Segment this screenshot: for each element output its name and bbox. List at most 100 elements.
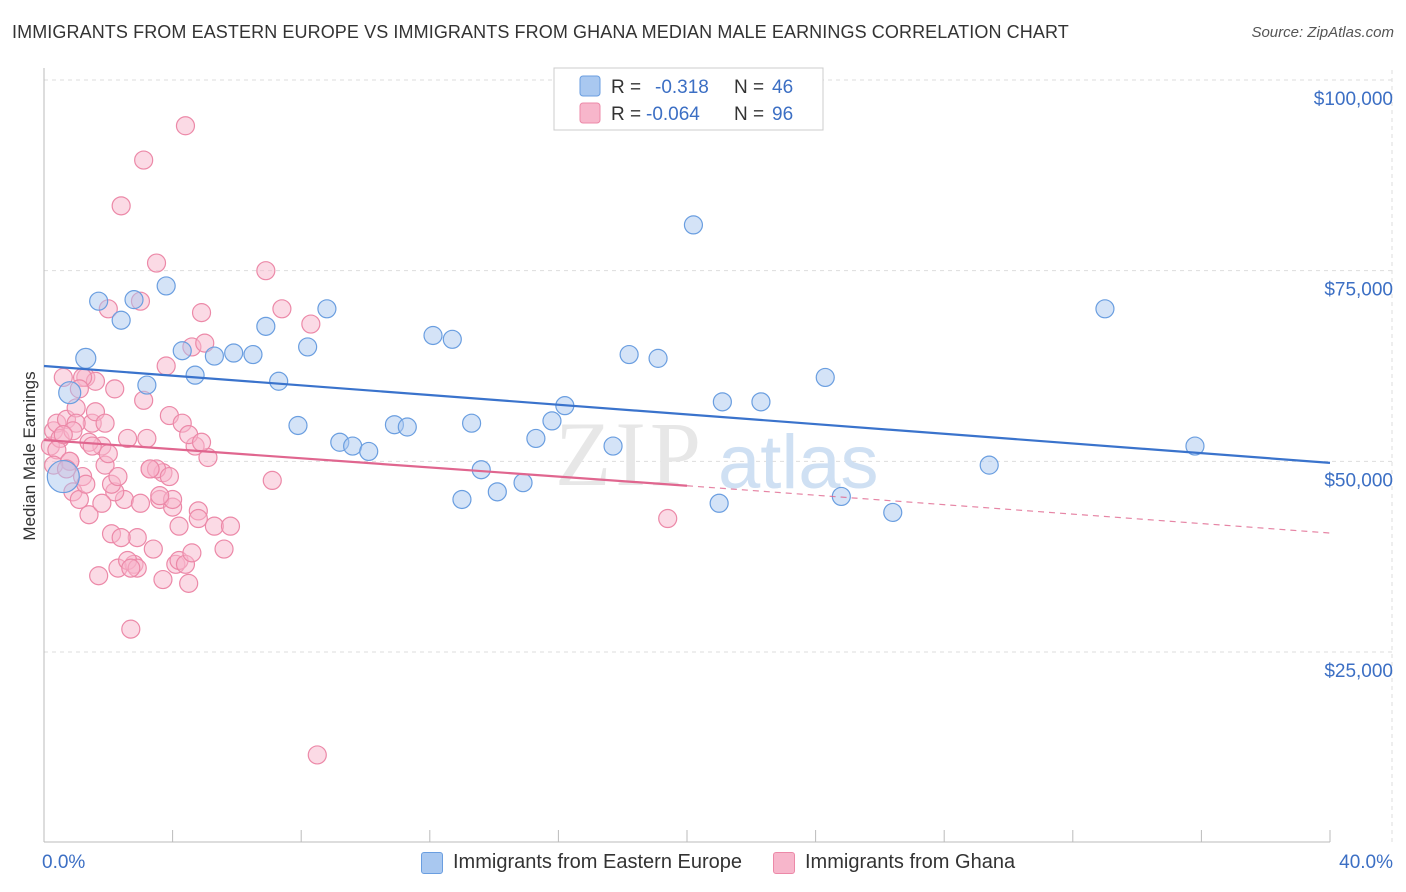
ghana-point bbox=[98, 444, 118, 464]
legend-r-label: R = bbox=[611, 104, 641, 125]
bottom-legend-item-eastern-europe: Immigrants from Eastern Europe bbox=[421, 851, 742, 874]
ghana-point bbox=[307, 745, 327, 765]
ghana-point bbox=[108, 466, 128, 487]
eastern-europe-point bbox=[513, 473, 533, 493]
y-tick-label: $50,000 bbox=[1324, 470, 1393, 491]
ghana-point bbox=[82, 436, 102, 456]
ghana-point bbox=[153, 569, 173, 590]
y-axis-title: Median Male Earnings bbox=[20, 371, 39, 540]
eastern-europe-point bbox=[603, 436, 623, 456]
eastern-europe-point bbox=[243, 344, 263, 365]
legend-r-label: R = bbox=[611, 77, 641, 98]
eastern-europe-point bbox=[709, 493, 729, 513]
eastern-europe-point bbox=[298, 337, 318, 357]
ghana-point bbox=[143, 539, 163, 559]
eastern-europe-point bbox=[1185, 436, 1205, 456]
y-tick-label: $25,000 bbox=[1324, 661, 1393, 682]
ghana-point bbox=[89, 566, 109, 586]
eastern-europe-point bbox=[442, 329, 462, 349]
eastern-europe-point bbox=[111, 310, 131, 330]
eastern-europe-point bbox=[815, 367, 835, 388]
eastern-europe-point bbox=[256, 316, 276, 336]
eastern-europe-point bbox=[156, 276, 176, 296]
legend-r-value: -0.064 bbox=[646, 104, 700, 125]
eastern-europe-point bbox=[526, 428, 546, 449]
eastern-europe-point bbox=[487, 482, 507, 502]
eastern-europe-point bbox=[461, 413, 482, 433]
eastern-europe-point bbox=[46, 459, 80, 494]
ghana-point bbox=[272, 299, 292, 319]
eastern-europe-point bbox=[452, 489, 472, 510]
ghana-point bbox=[256, 261, 276, 281]
ghana-point bbox=[95, 413, 115, 433]
y-tick-label: $75,000 bbox=[1324, 280, 1393, 301]
ghana-trend-line bbox=[43, 438, 688, 487]
bottom-legend-label: Immigrants from Eastern Europe bbox=[453, 851, 742, 873]
eastern-europe-point bbox=[619, 344, 639, 365]
ghana-point bbox=[220, 516, 241, 536]
eastern-europe-point bbox=[751, 392, 771, 412]
eastern-europe-point bbox=[883, 502, 903, 523]
ghana-point bbox=[169, 516, 189, 536]
ghana-point bbox=[53, 425, 73, 445]
legend-swatch-pink bbox=[579, 102, 601, 124]
eastern-europe-points bbox=[46, 215, 1205, 523]
eastern-europe-point bbox=[124, 290, 144, 310]
legend-r-value: -0.318 bbox=[655, 77, 709, 98]
eastern-europe-point bbox=[269, 371, 289, 391]
ghana-point bbox=[214, 539, 234, 559]
ghana-point bbox=[188, 508, 208, 529]
legend-n-label: N = bbox=[734, 104, 764, 125]
eastern-europe-point bbox=[1095, 299, 1115, 319]
ghana-point bbox=[658, 508, 678, 529]
ghana-point bbox=[179, 573, 199, 593]
ghana-point bbox=[121, 619, 141, 639]
ghana-point bbox=[111, 196, 131, 216]
ghana-point bbox=[150, 486, 170, 506]
source-label: Source: ZipAtlas.com bbox=[1251, 24, 1394, 41]
ghana-point bbox=[134, 150, 154, 170]
eastern-europe-point bbox=[172, 341, 192, 361]
ghana-point bbox=[146, 253, 167, 273]
legend-n-label: N = bbox=[734, 77, 764, 98]
watermark-atlas: atlas bbox=[718, 420, 879, 505]
correlation-legend: R = -0.318 N = 46 R = -0.064 N = 96 bbox=[553, 67, 824, 131]
eastern-europe-point bbox=[317, 299, 337, 319]
bottom-legend-swatch-pink bbox=[773, 851, 795, 874]
eastern-europe-point bbox=[712, 392, 732, 412]
ghana-point bbox=[159, 466, 179, 487]
bottom-legend-item-ghana: Immigrants from Ghana bbox=[773, 851, 1015, 874]
eastern-europe-point bbox=[89, 291, 109, 311]
legend-swatch-blue bbox=[579, 75, 601, 97]
ghana-point bbox=[79, 505, 99, 525]
chart-title: IMMIGRANTS FROM EASTERN EUROPE VS IMMIGR… bbox=[12, 22, 1069, 42]
bottom-legend-swatch-blue bbox=[421, 851, 443, 874]
ghana-point bbox=[140, 459, 160, 479]
eastern-europe-point bbox=[423, 325, 443, 346]
watermark-zip: ZIP bbox=[555, 403, 705, 505]
ghana-point bbox=[137, 428, 157, 449]
axes bbox=[43, 68, 1331, 843]
ghana-point bbox=[105, 379, 125, 399]
eastern-europe-point bbox=[204, 346, 224, 366]
ghana-point bbox=[301, 314, 321, 334]
eastern-europe-point bbox=[224, 343, 244, 363]
watermark: ZIP atlas bbox=[555, 403, 879, 505]
legend-n-value: 46 bbox=[772, 77, 793, 98]
ghana-point bbox=[262, 470, 282, 490]
bottom-legend: Immigrants from Eastern Europe Immigrant… bbox=[0, 851, 1406, 879]
ghana-point bbox=[156, 356, 176, 376]
ghana-point bbox=[191, 432, 212, 452]
eastern-europe-point bbox=[359, 441, 379, 462]
bottom-legend-label: Immigrants from Ghana bbox=[805, 851, 1016, 873]
eastern-europe-point bbox=[683, 215, 704, 235]
ghana-point bbox=[204, 516, 224, 536]
ghana-point bbox=[130, 493, 151, 513]
x-axis-min-label: 0.0% bbox=[42, 852, 86, 873]
eastern-europe-point bbox=[542, 411, 562, 431]
y-tick-labels: $25,000 $50,000 $75,000 $100,000 bbox=[1314, 89, 1393, 682]
ghana-point bbox=[121, 558, 141, 578]
eastern-europe-point bbox=[979, 455, 999, 475]
ghana-point bbox=[175, 116, 196, 136]
